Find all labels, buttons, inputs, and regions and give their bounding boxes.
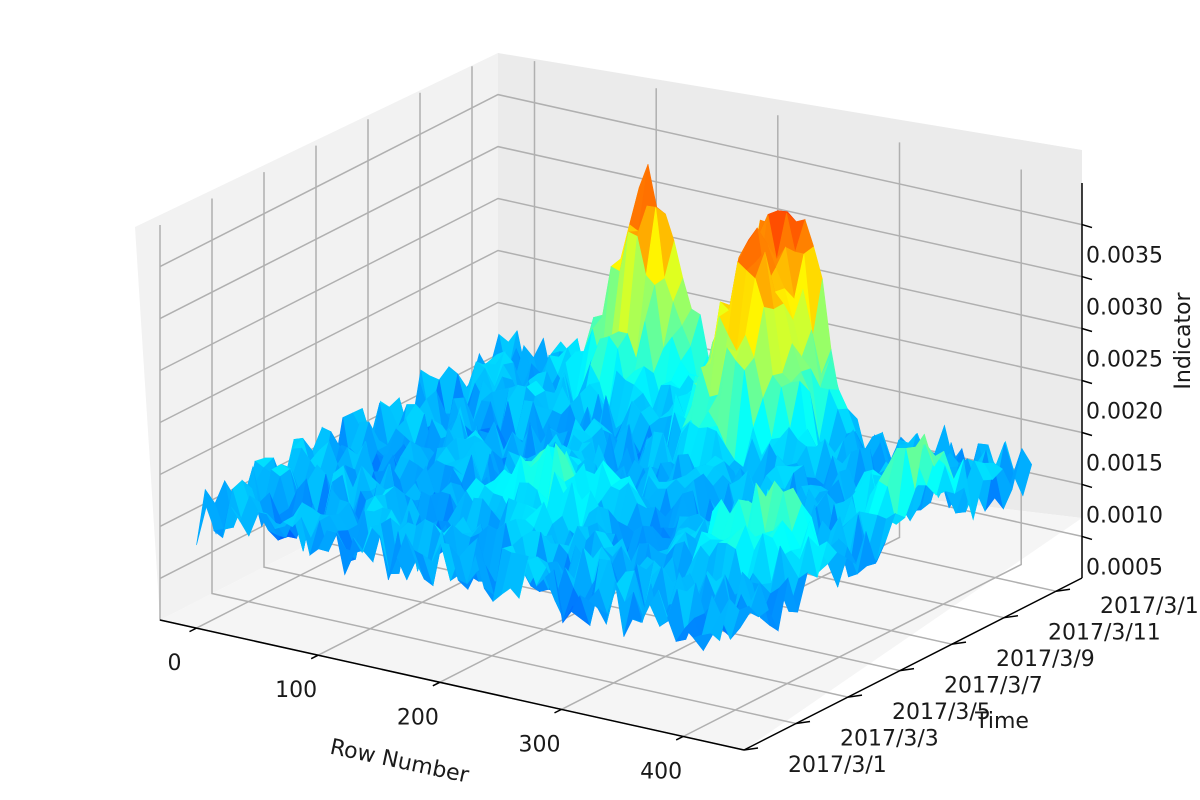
z-tick-label: 0.0020 — [1086, 400, 1163, 425]
grid-line-z-4 — [159, 197, 1083, 372]
y-ticks: 2017/3/12017/3/32017/3/52017/3/72017/3/9… — [743, 588, 1200, 778]
x-tick-label: 300 — [519, 732, 561, 757]
x-tick-mark — [432, 681, 441, 687]
z-tick-label: 0.0010 — [1086, 503, 1163, 528]
x-tick-label: 0 — [168, 651, 182, 676]
y-tick-mark — [951, 641, 967, 645]
z-tick-label: 0.0035 — [1086, 244, 1163, 269]
y-tick-label: 2017/3/1 — [788, 753, 887, 778]
grid-line-x-4 — [682, 169, 1022, 738]
z-ticks: 0.0005 0.0010 0.0015 0.0020 0.0025 0.0030 0.00… — [1081, 223, 1163, 580]
z-tick-label: 0.0005 — [1086, 555, 1163, 580]
grid-line-y-1 — [211, 198, 797, 725]
y-tick-mark — [1055, 588, 1071, 592]
y-axis-line — [743, 577, 1083, 751]
y-tick-mark — [743, 747, 759, 751]
z-tick-label: 0.0025 — [1086, 348, 1163, 373]
z-tick-mark — [1081, 379, 1093, 385]
x-tick-mark — [189, 627, 197, 633]
x-tick-label: 200 — [397, 705, 439, 730]
surface — [196, 164, 1033, 652]
grid-line-z-5 — [159, 145, 1083, 320]
x-axis-line — [159, 619, 745, 751]
z-tick-mark — [1081, 327, 1093, 333]
x-ticks: 0 100 200 300 400 — [168, 627, 684, 784]
y-tick-label: 2017/3/9 — [996, 647, 1095, 672]
y-tick-mark — [795, 720, 811, 725]
z-tick-label: 0.0030 — [1086, 296, 1163, 321]
surface-facet — [710, 598, 730, 642]
x-tick-mark — [310, 654, 319, 660]
y-tick-mark — [847, 694, 863, 698]
z-tick-mark — [1081, 223, 1093, 229]
y-tick-label: 2017/3/7 — [944, 674, 1043, 699]
y-tick-mark — [899, 667, 915, 672]
z-tick-label: 0.0015 — [1086, 451, 1163, 476]
y-tick-label: 2017/3/11 — [1048, 621, 1161, 646]
y-tick-mark — [1003, 614, 1019, 619]
x-tick-mark — [554, 708, 562, 714]
grid-line-y-2 — [263, 172, 849, 698]
z-tick-mark — [1081, 431, 1093, 437]
grid-line-z-2 — [159, 301, 1083, 476]
grid-line-z-3 — [159, 249, 1083, 424]
y-tick-label: 2017/3/3 — [840, 727, 939, 752]
z-tick-mark — [1081, 535, 1093, 541]
y-tick-label: 2017/3/13 — [1100, 594, 1200, 619]
x-tick-label: 400 — [640, 759, 682, 784]
x-tick-label: 100 — [275, 678, 317, 703]
z-tick-mark — [1081, 483, 1093, 489]
grid-line-z-6 — [159, 93, 1083, 268]
x-axis-label: Row Number — [328, 735, 472, 789]
z-axis-label: Indicator — [1171, 291, 1196, 389]
z-tick-mark — [1081, 275, 1093, 281]
x-tick-mark — [675, 735, 684, 741]
y-axis-label: Time — [974, 709, 1029, 734]
y-tick-label: 2017/3/5 — [892, 700, 991, 725]
grid-line-x-3 — [561, 142, 901, 711]
